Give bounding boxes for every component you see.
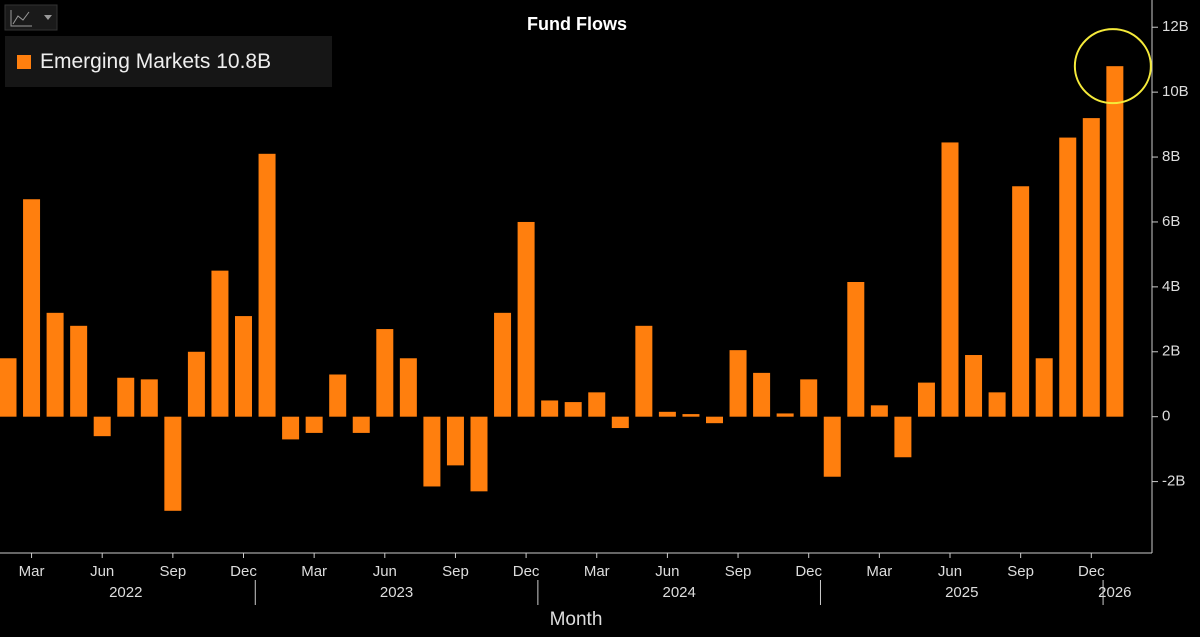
bar bbox=[870, 405, 888, 417]
bar bbox=[399, 358, 417, 417]
x-tick-label: Mar bbox=[866, 563, 892, 580]
bar bbox=[823, 416, 841, 477]
bar bbox=[753, 372, 771, 417]
bar bbox=[446, 416, 464, 466]
y-tick-label: 0 bbox=[1162, 408, 1170, 425]
x-tick-label: Jun bbox=[373, 563, 397, 580]
x-tick-label: Sep bbox=[1007, 563, 1034, 580]
legend-swatch bbox=[17, 55, 31, 69]
year-label: 2025 bbox=[945, 584, 978, 601]
bar bbox=[235, 316, 252, 417]
bar bbox=[588, 392, 606, 417]
bar bbox=[635, 325, 653, 417]
y-tick-label: 12B bbox=[1162, 18, 1189, 35]
bar bbox=[894, 416, 912, 458]
bar bbox=[376, 329, 394, 417]
x-tick-label: Mar bbox=[584, 563, 610, 580]
highlight-circle bbox=[1073, 28, 1152, 105]
bar bbox=[1082, 118, 1100, 417]
bar bbox=[564, 402, 582, 417]
bar bbox=[941, 142, 959, 417]
bar bbox=[23, 199, 41, 417]
y-tick-label: 10B bbox=[1162, 83, 1189, 100]
x-tick-label: Mar bbox=[19, 563, 45, 580]
x-tick-label: Sep bbox=[159, 563, 186, 580]
bar bbox=[46, 312, 64, 417]
year-label: 2024 bbox=[662, 584, 695, 601]
legend-name: Emerging Markets bbox=[40, 50, 210, 73]
x-tick-label: Dec bbox=[795, 563, 822, 580]
bar bbox=[658, 411, 676, 417]
legend-label: Emerging Markets 10.8B bbox=[40, 50, 271, 73]
bar bbox=[776, 413, 794, 417]
bar bbox=[800, 379, 818, 417]
year-label: 2022 bbox=[109, 584, 142, 601]
bar bbox=[0, 358, 17, 417]
chart-title: Fund Flows bbox=[527, 14, 627, 34]
year-label: 2026 bbox=[1098, 584, 1131, 601]
bar bbox=[517, 221, 535, 417]
bar bbox=[706, 416, 723, 424]
dropdown-arrow bbox=[44, 15, 52, 20]
bar bbox=[140, 379, 158, 417]
bar bbox=[988, 392, 1006, 417]
x-axis-label: Month bbox=[550, 609, 603, 630]
y-tick-label: -2B bbox=[1162, 473, 1185, 490]
bar bbox=[1012, 186, 1030, 417]
bar bbox=[423, 416, 441, 487]
bar bbox=[847, 282, 865, 417]
bar bbox=[729, 350, 747, 417]
bar bbox=[305, 416, 323, 433]
bar bbox=[470, 416, 488, 492]
x-tick-label: Sep bbox=[725, 563, 752, 580]
bar bbox=[541, 400, 559, 417]
year-label: 2023 bbox=[380, 584, 413, 601]
bar bbox=[917, 382, 935, 417]
chart-icon bbox=[10, 10, 32, 27]
y-tick-label: 6B bbox=[1162, 213, 1180, 230]
bar bbox=[611, 416, 629, 429]
bar bbox=[117, 377, 135, 417]
bar bbox=[211, 270, 229, 417]
x-tick-label: Mar bbox=[301, 563, 327, 580]
bar bbox=[329, 374, 347, 417]
x-tick-label: Jun bbox=[938, 563, 962, 580]
x-tick-label: Dec bbox=[230, 563, 257, 580]
bar bbox=[282, 416, 300, 440]
x-tick-label: Dec bbox=[513, 563, 540, 580]
bar bbox=[682, 414, 700, 417]
legend-box bbox=[5, 36, 332, 87]
bar bbox=[965, 355, 983, 417]
y-tick-label: 2B bbox=[1162, 343, 1180, 360]
bar bbox=[494, 312, 512, 417]
bar bbox=[1035, 358, 1053, 417]
bar bbox=[70, 325, 88, 417]
legend-value: 10.8B bbox=[216, 50, 271, 73]
x-tick-label: Dec bbox=[1078, 563, 1105, 580]
bar bbox=[187, 351, 205, 417]
y-tick-label: 4B bbox=[1162, 278, 1180, 295]
x-tick-label: Sep bbox=[442, 563, 469, 580]
bar bbox=[93, 416, 111, 437]
x-tick-label: Jun bbox=[655, 563, 679, 580]
bar bbox=[1106, 66, 1124, 417]
bar bbox=[164, 416, 182, 511]
x-tick-label: Jun bbox=[90, 563, 114, 580]
y-tick-label: 8B bbox=[1162, 148, 1180, 165]
bar bbox=[258, 153, 276, 417]
bar bbox=[352, 416, 370, 433]
bar bbox=[1059, 137, 1077, 417]
